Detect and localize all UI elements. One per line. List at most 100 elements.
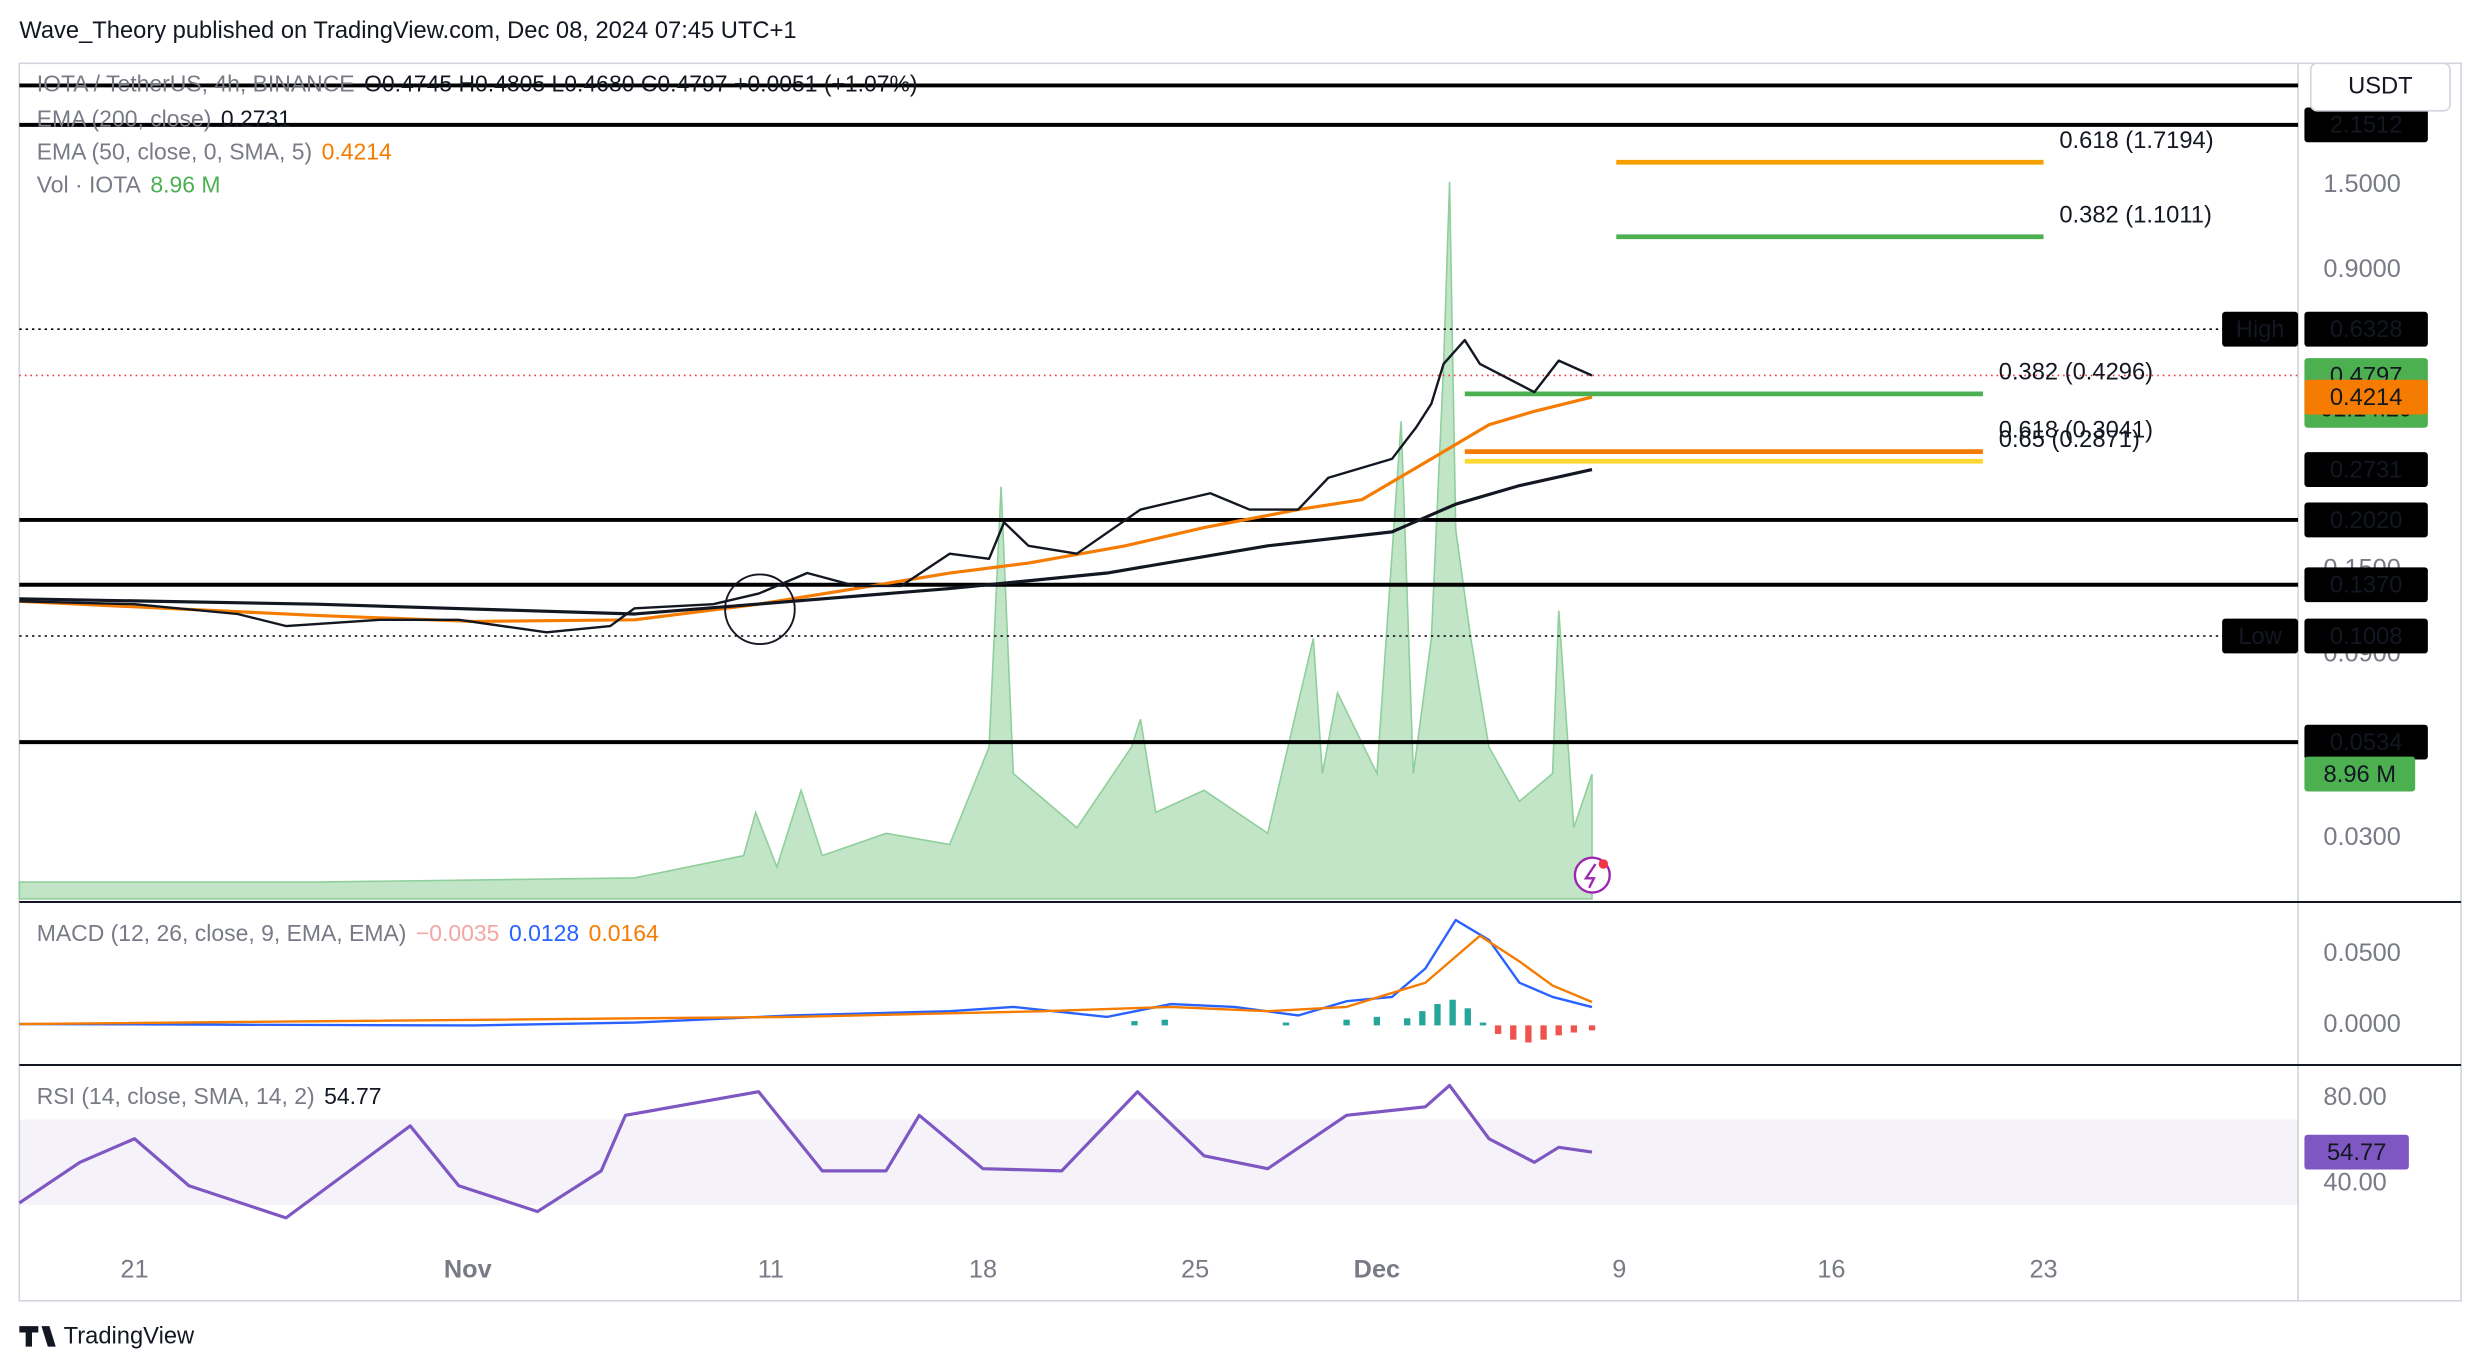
price-label-box [2304,311,2428,347]
histogram-bar [1161,1019,1168,1026]
histogram-bar [1449,999,1456,1026]
x-tick-label: 18 [969,1255,997,1283]
legend-text: EMA (200, close) [37,105,212,131]
x-tick-label: 25 [1181,1255,1209,1283]
histogram-bar [1282,1022,1290,1026]
price-label-box [2304,567,2428,603]
fib-label: 0.382 (1.1011) [2059,202,2212,228]
price-label-box [2304,452,2428,487]
header: Wave_Theory published on TradingView.com… [19,18,796,44]
y-tick-label: 80.00 [2323,1083,2386,1111]
ema-line [19,467,1593,616]
x-tick-label: 23 [2029,1255,2057,1283]
histogram-bar [1131,1021,1138,1026]
histogram-bar [1555,1025,1562,1036]
x-tick-label: 9 [1612,1255,1626,1283]
volume-area [18,181,1593,900]
legend-entry: EMA (200, close) 0.2731 [37,105,291,131]
price-label-box [2304,724,2428,760]
histogram-bar [1479,1022,1487,1026]
price-label-box [2304,107,2428,143]
histogram-bar [1510,1025,1517,1040]
rsi-label: 54.77 [2327,1140,2386,1166]
price-label: 0.1008 [2330,624,2403,650]
histogram-bar [1343,1019,1350,1026]
brand-logo [19,1326,56,1347]
y-tick-label: 0.0000 [2323,1010,2400,1038]
alert-icon-bolt [1583,863,1597,889]
currency-box[interactable] [2309,62,2451,112]
legend-text: O0.4745 H0.4805 L0.4680 C0.4797 +0.0051 … [364,71,917,97]
brand: TradingView [64,1323,195,1349]
price-label: 0.1370 [2330,573,2403,599]
legend-text: MACD (12, 26, close, 9, EMA, EMA) [37,920,407,946]
macd-line [19,934,1593,1026]
fib-label: 0.618 (0.3041) [1999,417,2153,443]
legend-entry: EMA (50, close, 0, SMA, 5) 0.4214 [37,139,392,165]
tag: High [2236,317,2285,343]
histogram-bar [1525,1025,1532,1043]
price-label-box [2304,379,2428,415]
legend-text: 0.0128 [509,920,579,946]
legend-text: IOTA / TetherUS, 4h, BINANCE [37,71,355,97]
legend-text: 0.4214 [322,139,392,165]
price-label: 0.2731 [2330,457,2403,483]
tag-box [2222,618,2299,654]
fib-label: 0.382 (0.4296) [1999,360,2153,386]
price-label: 0.6328 [2330,317,2403,343]
y-tick-label: 40.00 [2323,1168,2386,1196]
price-label: 2.1512 [2330,113,2403,139]
price-label-box [2304,618,2428,654]
y-tick-label: 1.5000 [2323,170,2400,198]
tag: Low [2238,624,2282,650]
currency[interactable]: USDT [2348,73,2413,99]
histogram-bar [1494,1025,1502,1034]
y-tick-label: 0.0300 [2323,823,2400,851]
annotation-circle [724,573,796,646]
fib-label: 0.618 (1.7194) [2059,128,2213,154]
legend-entry: RSI (14, close, SMA, 14, 2) 54.77 [37,1083,382,1109]
histogram-bar [1588,1025,1596,1031]
rsi-label-box [2304,1134,2409,1170]
fib-label: 0.65 (0.2871) [1999,427,2140,453]
legend-text: 8.96 M [150,172,220,198]
legend-text: 0.0164 [589,920,659,946]
volume-label-box [2304,756,2416,792]
histogram-bar [1540,1025,1547,1040]
legend-text: RSI (14, close, SMA, 14, 2) [37,1083,315,1109]
x-tick-label: Dec [1354,1255,1400,1283]
rsi-line [18,1083,1593,1220]
y-tick-label: 0.9000 [2323,255,2400,283]
price-label: 0.2020 [2330,508,2403,534]
histogram-bar [1373,1016,1381,1026]
histogram-bar [1419,1011,1426,1026]
x-tick-label: Nov [444,1255,492,1283]
x-tick-label: 16 [1817,1255,1845,1283]
price-label-box [2304,502,2428,538]
legend-entry: IOTA / TetherUS, 4h, BINANCE O0.4745 H0.4… [37,71,918,97]
histogram-bar [1464,1008,1471,1026]
histogram-bar [1434,1004,1441,1026]
y-tick-label: 0.0500 [2323,939,2400,967]
legend-text: 54.77 [324,1083,381,1109]
frame [18,62,2462,1302]
legend-text: Vol · IOTA [37,172,142,198]
legend-entry: Vol · IOTA 8.96 M [37,172,221,198]
histogram-bar [1404,1018,1411,1026]
histogram-bar [1570,1025,1578,1033]
legend-text: 0.2731 [221,105,291,131]
x-tick-label: 21 [120,1255,148,1283]
legend-text: −0.0035 [416,920,500,946]
price-label: 0.0534 [2330,730,2403,756]
price-label: 0.4214 [2330,385,2403,411]
legend-entry: MACD (12, 26, close, 9, EMA, EMA) −0.0035… [37,920,659,946]
volume-label: 8.96 M [2324,762,2397,788]
alert-dot [1598,859,1609,869]
price-line [19,338,1593,634]
tag-box [2222,311,2299,347]
legend-text: EMA (50, close, 0, SMA, 5) [37,139,312,165]
x-tick-label: 11 [758,1255,784,1283]
